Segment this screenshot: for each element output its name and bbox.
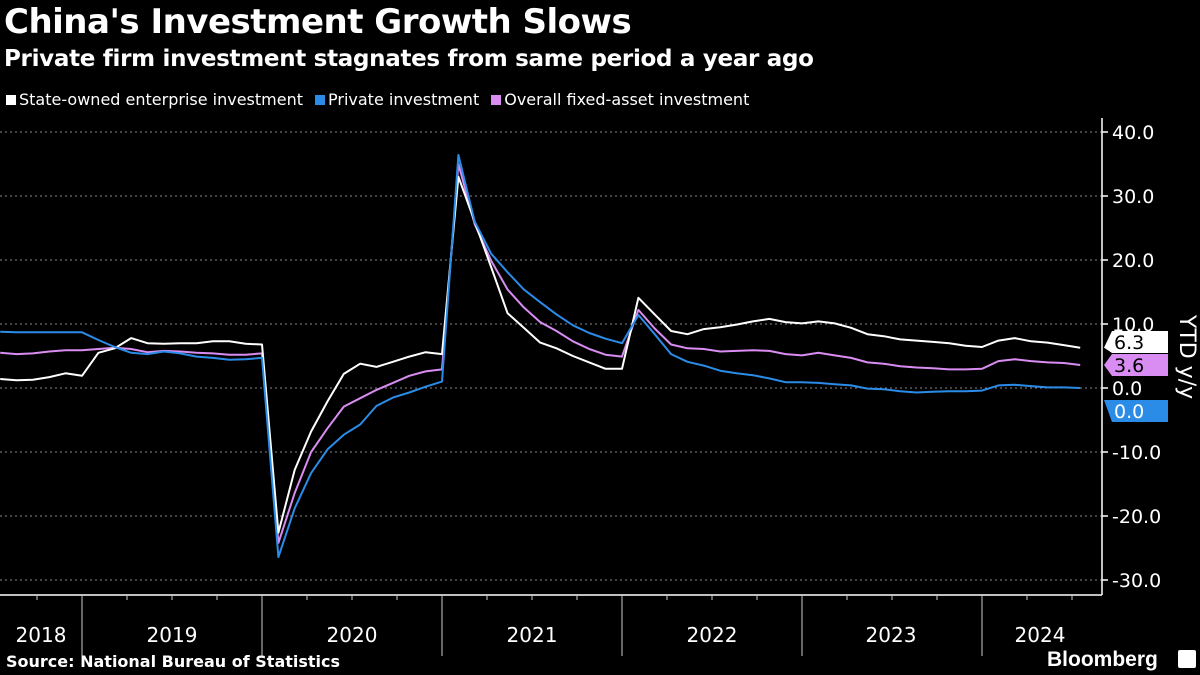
legend-swatch-private — [315, 94, 325, 105]
legend-item-private: Private investment — [315, 90, 479, 109]
last-value-label: 3.6 — [1114, 355, 1144, 377]
y-tick-label: 30.0 — [1112, 186, 1154, 208]
x-tick-label: 2022 — [687, 623, 738, 647]
last-value-label: 0.0 — [1114, 401, 1144, 423]
series-line-overall-fixed-asset-investment — [0, 163, 1081, 544]
legend-label-private: Private investment — [328, 90, 480, 109]
x-tick-label: 2023 — [866, 623, 917, 647]
x-tick-label: 2018 — [16, 623, 67, 647]
chart-title: China's Investment Growth Slows — [4, 2, 632, 42]
bloomberg-chart-icon — [1178, 650, 1196, 668]
x-tick-label: 2020 — [327, 623, 378, 647]
y-tick-label: -20.0 — [1112, 506, 1161, 528]
y-tick-label: 40.0 — [1112, 122, 1154, 144]
x-tick-label: 2019 — [147, 623, 198, 647]
chart-subtitle: Private firm investment stagnates from s… — [4, 46, 814, 72]
legend-swatch-overall — [491, 94, 502, 105]
last-value-tag — [1104, 400, 1168, 422]
legend-item-overall: Overall fixed-asset investment — [491, 90, 749, 109]
last-value-label: 6.3 — [1114, 332, 1144, 354]
legend-item-soe: State-owned enterprise investment — [6, 90, 303, 109]
source-note: Source: National Bureau of Statistics — [6, 652, 341, 671]
y-tick-label: 0.0 — [1112, 378, 1142, 400]
bloomberg-logo: Bloomberg — [1047, 648, 1158, 671]
legend: State-owned enterprise investment Privat… — [6, 90, 749, 109]
legend-swatch-soe — [6, 94, 16, 105]
y-tick-label: 10.0 — [1112, 314, 1154, 336]
series-line-state-owned-enterprise-investment — [0, 175, 1081, 534]
x-tick-label: 2021 — [507, 623, 558, 647]
y-axis-label: YTD y/y — [1174, 314, 1199, 399]
y-tick-label: -30.0 — [1112, 570, 1161, 592]
last-value-tag — [1104, 354, 1168, 376]
series-line-private-investment — [0, 154, 1081, 558]
legend-label-soe: State-owned enterprise investment — [19, 90, 303, 109]
y-tick-label: -10.0 — [1112, 442, 1161, 464]
y-tick-label: 20.0 — [1112, 250, 1154, 272]
last-value-tag — [1104, 331, 1168, 353]
x-tick-label: 2024 — [1015, 623, 1066, 647]
legend-label-overall: Overall fixed-asset investment — [504, 90, 750, 109]
